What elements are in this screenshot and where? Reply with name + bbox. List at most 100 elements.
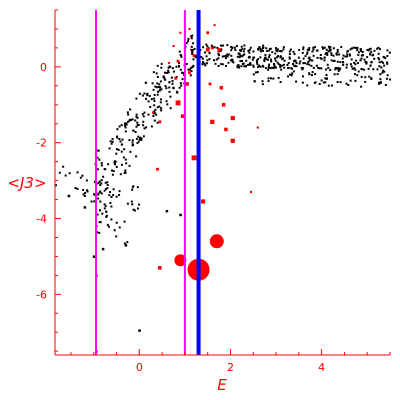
- data-point-black: [356, 62, 359, 65]
- data-point-black: [131, 186, 134, 189]
- data-point-black: [232, 61, 235, 64]
- data-point-black: [359, 59, 362, 62]
- data-point-black: [373, 49, 376, 52]
- data-point-black: [238, 56, 241, 59]
- data-point-black: [365, 62, 368, 65]
- data-point-black: [248, 63, 251, 66]
- data-point-black: [192, 58, 195, 61]
- data-point-black: [118, 226, 121, 229]
- data-point-black: [158, 83, 161, 86]
- data-point-black: [110, 196, 113, 199]
- data-point-black: [354, 46, 357, 49]
- data-point-black: [363, 58, 366, 61]
- x-tick-label: 4: [318, 361, 325, 374]
- data-point-black: [336, 51, 339, 54]
- data-point-black: [261, 64, 264, 67]
- data-point-red: [151, 111, 155, 114]
- data-point-black: [100, 162, 103, 165]
- data-point-black: [159, 80, 162, 83]
- data-point-black: [338, 53, 341, 56]
- data-point-black: [90, 200, 93, 203]
- data-point-black: [138, 138, 141, 141]
- data-point-black: [267, 80, 270, 83]
- data-point-black: [269, 77, 272, 80]
- data-point-black: [103, 203, 106, 206]
- data-point-black: [97, 193, 100, 196]
- data-point-black: [140, 139, 143, 142]
- data-point-black: [213, 46, 216, 49]
- data-point-black: [172, 70, 175, 73]
- data-point-black: [153, 111, 156, 114]
- data-point-black: [339, 81, 342, 84]
- data-point-black: [371, 54, 374, 57]
- data-point-black: [163, 71, 166, 74]
- data-point-black: [111, 173, 114, 176]
- data-point-black: [325, 68, 328, 71]
- data-point-black: [92, 255, 96, 258]
- data-point-black: [377, 81, 380, 84]
- data-point-black: [369, 52, 372, 55]
- data-point-black: [64, 174, 67, 177]
- data-point-black: [160, 88, 163, 91]
- data-point-black: [190, 70, 193, 73]
- data-point-black: [112, 194, 115, 197]
- data-point-black: [168, 81, 171, 84]
- data-point-black: [126, 111, 129, 114]
- data-point-black: [129, 108, 132, 111]
- data-point-black: [264, 53, 267, 56]
- data-point-black: [206, 45, 209, 48]
- data-point-black: [279, 66, 282, 69]
- data-point-black: [354, 63, 357, 66]
- data-point-black: [135, 137, 138, 140]
- data-point-black: [100, 182, 103, 185]
- data-point-black: [206, 59, 209, 62]
- data-point-black: [324, 77, 327, 80]
- data-point-black: [274, 52, 277, 55]
- data-point-black: [112, 188, 115, 191]
- data-point-black: [123, 171, 126, 174]
- data-point-black: [153, 104, 156, 107]
- data-point-black: [262, 49, 265, 52]
- data-point-black: [217, 57, 220, 60]
- data-point-black: [382, 69, 385, 72]
- data-point-black: [288, 57, 291, 60]
- data-point-black: [106, 223, 109, 226]
- data-point-black: [115, 235, 118, 238]
- data-point-black: [236, 64, 239, 67]
- data-point-black: [257, 58, 260, 61]
- data-point-black: [370, 61, 373, 64]
- data-point-black: [383, 70, 386, 73]
- data-point-black: [295, 80, 298, 83]
- data-point-black: [320, 79, 323, 82]
- data-point-black: [105, 214, 108, 217]
- data-point-black: [342, 54, 345, 57]
- data-point-black: [323, 56, 326, 59]
- data-point-black: [221, 55, 224, 58]
- data-point-black: [210, 44, 213, 47]
- data-point-black: [74, 187, 77, 190]
- data-point-black: [99, 190, 102, 193]
- y-tick-label: -6: [36, 288, 47, 301]
- data-point-black: [253, 80, 256, 83]
- data-point-black: [109, 202, 112, 205]
- data-point-black: [96, 231, 99, 234]
- data-point-black: [369, 64, 372, 67]
- data-point-black: [311, 71, 314, 74]
- data-point-black: [143, 111, 146, 114]
- data-point-black: [100, 192, 103, 195]
- data-point-black: [187, 37, 190, 40]
- data-point-black: [249, 62, 252, 65]
- data-point-black: [265, 58, 268, 61]
- data-point-red: [219, 85, 224, 90]
- data-point-red: [206, 31, 210, 35]
- data-point-black: [256, 71, 259, 74]
- data-point-red: [188, 71, 191, 74]
- data-point-black: [135, 97, 138, 100]
- data-point-black: [137, 140, 140, 143]
- data-point-black: [131, 188, 134, 191]
- data-point-black: [131, 203, 134, 206]
- data-point-black: [54, 184, 57, 187]
- data-point-black: [204, 64, 207, 67]
- data-point-black: [354, 68, 357, 71]
- data-point-black: [378, 82, 381, 85]
